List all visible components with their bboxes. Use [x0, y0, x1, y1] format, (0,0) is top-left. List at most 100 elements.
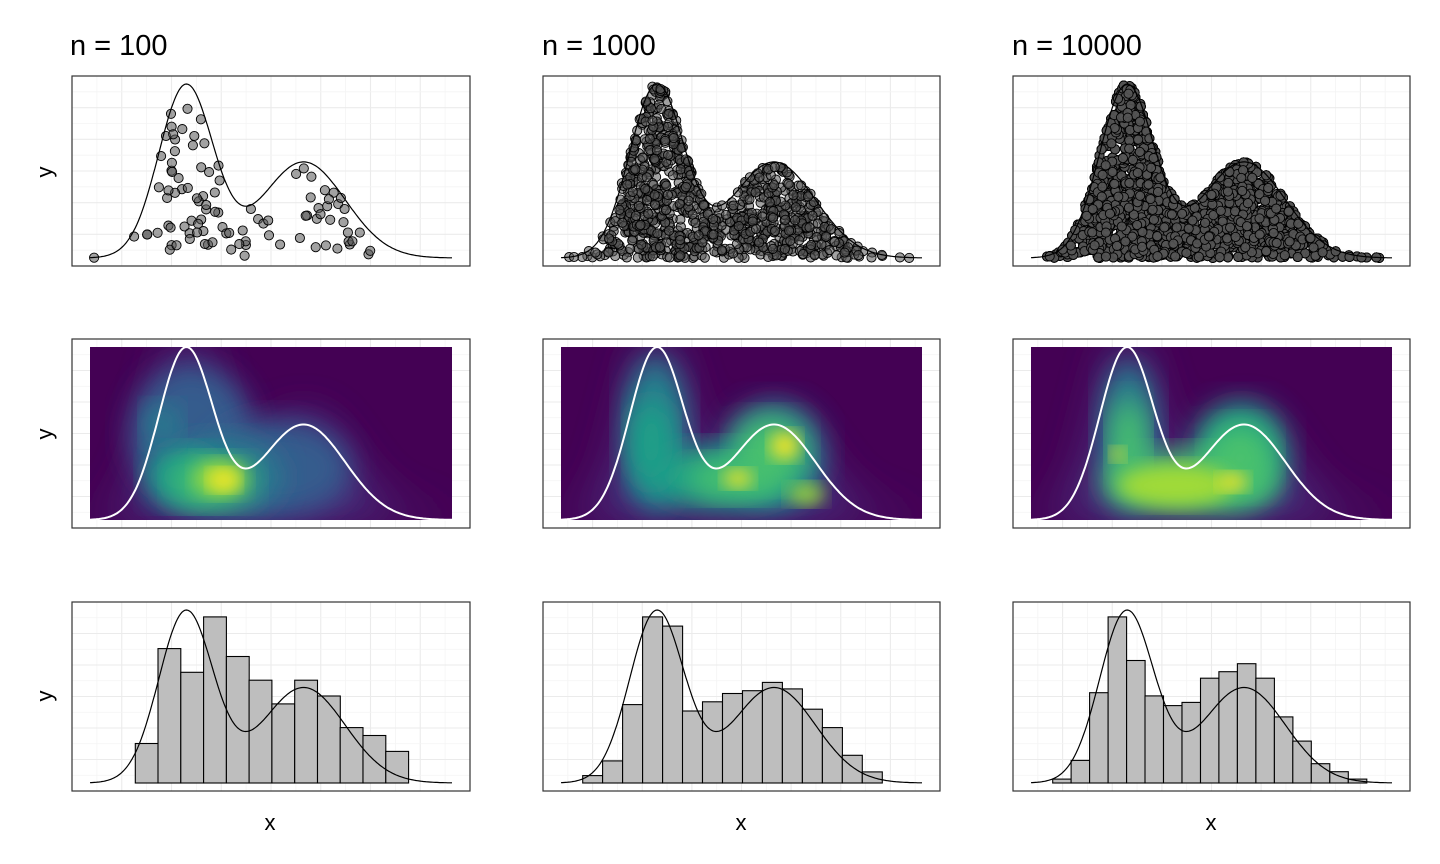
data-point [727, 248, 739, 259]
data-point [781, 167, 792, 178]
data-point [630, 164, 641, 175]
data-point [826, 224, 837, 235]
data-point [829, 236, 840, 248]
data-point [196, 162, 207, 173]
y-axis-label: y [32, 429, 57, 440]
data-point [323, 194, 334, 205]
data-point [263, 230, 275, 241]
data-point [142, 229, 153, 240]
data-point [319, 185, 330, 196]
data-point [675, 164, 686, 175]
data-point [645, 103, 656, 114]
data-point [750, 223, 762, 234]
density-curve [560, 83, 922, 259]
data-point [667, 170, 678, 181]
data-point [647, 115, 658, 126]
data-point [237, 225, 248, 236]
data-point [204, 167, 215, 178]
data-point [660, 135, 671, 146]
data-point [305, 192, 316, 203]
scatter-points [89, 103, 376, 263]
data-point [354, 227, 365, 238]
data-point [590, 247, 601, 258]
data-point [839, 247, 850, 258]
data-point [614, 204, 625, 215]
data-point [263, 215, 274, 226]
data-point [234, 239, 245, 250]
data-point [663, 149, 674, 161]
data-point [320, 240, 331, 251]
data-point [720, 209, 732, 220]
data-point [338, 217, 349, 228]
data-point [754, 237, 765, 248]
data-point [347, 236, 358, 247]
data-point [784, 225, 795, 236]
data-point [187, 140, 198, 151]
data-point [651, 145, 662, 156]
data-point [674, 198, 685, 209]
data-point [866, 252, 877, 263]
data-point [239, 250, 250, 261]
data-point [788, 190, 799, 201]
data-point [226, 244, 237, 255]
data-point [191, 193, 202, 204]
data-point [834, 228, 845, 239]
data-point [661, 180, 672, 191]
data-point [298, 163, 309, 174]
data-point [680, 182, 691, 193]
scatter-points [564, 81, 915, 263]
data-point [635, 219, 646, 231]
data-point [728, 200, 739, 211]
scatter-points [1042, 80, 1385, 263]
data-point [690, 217, 701, 228]
data-point [165, 222, 176, 233]
data-point [649, 189, 660, 201]
data-point [189, 130, 200, 142]
data-point [632, 252, 643, 263]
data-point [630, 210, 641, 221]
data-point [182, 103, 193, 114]
data-point [152, 227, 163, 238]
data-point [291, 168, 302, 179]
data-point [780, 214, 791, 225]
data-point [783, 178, 794, 189]
panel-border [542, 75, 941, 267]
data-point [275, 239, 286, 250]
data-point [641, 195, 652, 206]
data-point [683, 195, 694, 206]
data-point [306, 171, 317, 182]
data-point [632, 125, 643, 136]
data-point [806, 240, 817, 251]
data-point [640, 183, 651, 195]
data-point [177, 124, 188, 135]
data-point [668, 133, 679, 144]
data-point [708, 229, 719, 240]
data-point [153, 182, 164, 193]
data-point [603, 247, 614, 258]
data-point [173, 173, 184, 184]
data-point [342, 227, 353, 238]
data-point [662, 189, 673, 200]
x-axis-label: x [736, 810, 747, 835]
y-axis-label: y [32, 167, 57, 178]
data-point [199, 138, 210, 149]
data-point [698, 200, 709, 211]
scatter-panel [71, 75, 471, 267]
data-point [662, 121, 673, 132]
data-point [656, 103, 667, 115]
data-point [763, 251, 774, 262]
data-point [621, 252, 632, 263]
panel-border [71, 75, 471, 267]
x-axis-label: x [265, 810, 276, 835]
data-point [767, 243, 778, 254]
data-point [207, 237, 218, 248]
x-axis-label: x [1206, 810, 1217, 835]
data-point [693, 230, 704, 241]
density-curve [89, 83, 452, 259]
data-point [663, 109, 674, 120]
data-point [184, 233, 195, 245]
data-point [733, 221, 744, 232]
data-point [654, 241, 666, 252]
data-point [209, 187, 220, 198]
